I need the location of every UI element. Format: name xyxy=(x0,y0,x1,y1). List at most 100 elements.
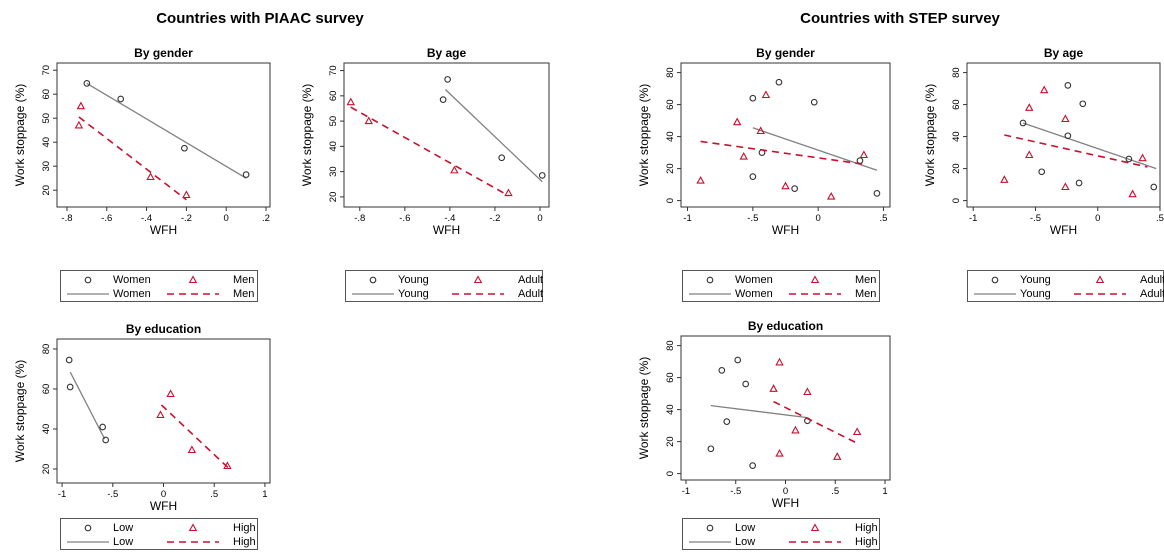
point-women xyxy=(749,94,757,102)
point-adult xyxy=(346,97,355,106)
legend-label-low: Low xyxy=(735,522,756,534)
x-tick-label: 0 xyxy=(224,213,229,224)
x-tick-label: .5 xyxy=(1156,213,1164,224)
point-high xyxy=(852,427,862,436)
point-low xyxy=(102,436,110,444)
piaac-age-legend: Young Adult Young Adult xyxy=(345,270,543,302)
legend-line-low xyxy=(689,541,731,543)
legend-label-adult: Adult xyxy=(1140,274,1164,286)
fit-line-high xyxy=(160,404,229,469)
step-education-chart: By education -1 -.5 0 .5 1 0 20 40 60 80 WFH Work st… xyxy=(637,319,891,510)
point-high xyxy=(775,448,784,457)
fit-line-adult xyxy=(1004,134,1148,168)
point-young xyxy=(444,76,451,83)
legend-label-young: Young xyxy=(398,288,429,300)
point-adult xyxy=(364,116,374,125)
point-women xyxy=(83,80,91,87)
point-young xyxy=(1038,168,1046,176)
legend-label-high: High xyxy=(233,522,256,534)
y-tick-label: 40 xyxy=(665,404,676,415)
legend-line-women xyxy=(67,293,109,295)
y-tick-label: 20 xyxy=(41,185,52,196)
legend-label-adult: Adult xyxy=(1140,288,1164,300)
plot-frame xyxy=(56,62,271,208)
fit-line-men xyxy=(700,140,867,166)
y-tick-label: 40 xyxy=(951,131,962,142)
point-women xyxy=(181,144,188,152)
step-age-chart: By age -1 -.5 0 .5 0 20 40 60 80 WFH Work stoppage … xyxy=(923,46,1164,237)
point-adult xyxy=(1128,189,1137,198)
legend-line-high xyxy=(789,541,841,543)
piaac-age-chart: By age -.8 -.6 -.4 -.2 0 20 30 40 50 60 70 WFH Work s… xyxy=(300,46,550,237)
piaac-education-chart: By education -1 -.5 0 .5 1 20 40 60 80 WFH Work sto… xyxy=(13,322,271,513)
point-men xyxy=(739,151,748,160)
legend-label-men: Men xyxy=(855,288,877,300)
y-tick-label: 30 xyxy=(328,166,339,177)
chart-title: By age xyxy=(427,46,467,60)
point-young xyxy=(498,154,506,162)
y-tick-label: 60 xyxy=(41,89,52,100)
legend-label-low: Low xyxy=(113,536,134,548)
y-tick-label: 20 xyxy=(665,436,676,447)
y-axis-label: Work stoppage (%) xyxy=(637,84,651,187)
x-tick-label: -.4 xyxy=(444,213,455,224)
point-young xyxy=(1064,82,1072,89)
x-tick-label: 0 xyxy=(816,213,821,224)
y-tick-label: 0 xyxy=(665,198,676,203)
x-axis-label: WFH xyxy=(772,496,799,510)
point-men xyxy=(74,120,84,129)
point-adult xyxy=(1061,114,1070,123)
x-axis-label: WFH xyxy=(150,223,177,237)
point-young xyxy=(1125,155,1133,163)
legend-marker-young xyxy=(369,276,377,284)
point-adult xyxy=(1025,103,1034,111)
point-men xyxy=(761,90,771,99)
point-women xyxy=(775,78,783,86)
legend-line-men xyxy=(789,293,841,295)
point-high xyxy=(166,389,175,398)
x-tick-label: .5 xyxy=(210,489,218,500)
point-adult xyxy=(1138,153,1147,162)
chart-title: By education xyxy=(748,319,823,333)
point-women xyxy=(873,190,881,197)
plot-frame xyxy=(966,62,1161,208)
y-tick-label: 70 xyxy=(41,65,52,76)
point-young xyxy=(1064,132,1072,140)
y-tick-label: 80 xyxy=(951,67,962,78)
point-young xyxy=(1079,100,1087,108)
point-men xyxy=(696,175,705,184)
y-axis-label: Work stoppage (%) xyxy=(637,357,651,460)
point-low xyxy=(742,380,750,388)
y-tick-label: 70 xyxy=(328,65,339,76)
legend-label-women: Women xyxy=(113,274,151,286)
point-high xyxy=(769,384,778,392)
point-young xyxy=(1019,119,1027,127)
legend-marker-men xyxy=(810,275,820,284)
y-tick-label: 0 xyxy=(665,471,676,476)
point-high xyxy=(223,461,232,470)
chart-title: By education xyxy=(126,322,201,336)
y-tick-label: 60 xyxy=(665,99,676,110)
legend-line-women xyxy=(689,293,731,295)
x-tick-label: -.5 xyxy=(1030,213,1041,224)
legend-marker-women xyxy=(706,276,714,284)
legend-label-men: Men xyxy=(233,274,255,286)
legend-label-men: Men xyxy=(855,274,877,286)
x-tick-label: 0 xyxy=(1095,213,1100,224)
x-tick-label: -1 xyxy=(683,213,691,224)
y-tick-label: 20 xyxy=(665,163,676,174)
point-young xyxy=(538,172,546,179)
step-gender-chart: By gender -1 -.5 0 .5 0 20 40 60 80 WFH Work stoppa… xyxy=(637,46,891,237)
y-axis-label: Work stoppage (%) xyxy=(13,84,27,187)
legend-line-young xyxy=(974,293,1016,295)
legend-label-high: High xyxy=(855,522,878,534)
legend-line-adult xyxy=(1074,293,1126,295)
legend-marker-adult xyxy=(1095,275,1105,284)
point-men xyxy=(859,150,869,159)
y-tick-label: 40 xyxy=(665,131,676,142)
x-tick-label: -.6 xyxy=(101,213,112,224)
y-tick-label: 60 xyxy=(41,384,52,395)
legend-label-women: Women xyxy=(735,274,773,286)
legend-line-high xyxy=(167,541,219,543)
point-women xyxy=(810,98,818,106)
